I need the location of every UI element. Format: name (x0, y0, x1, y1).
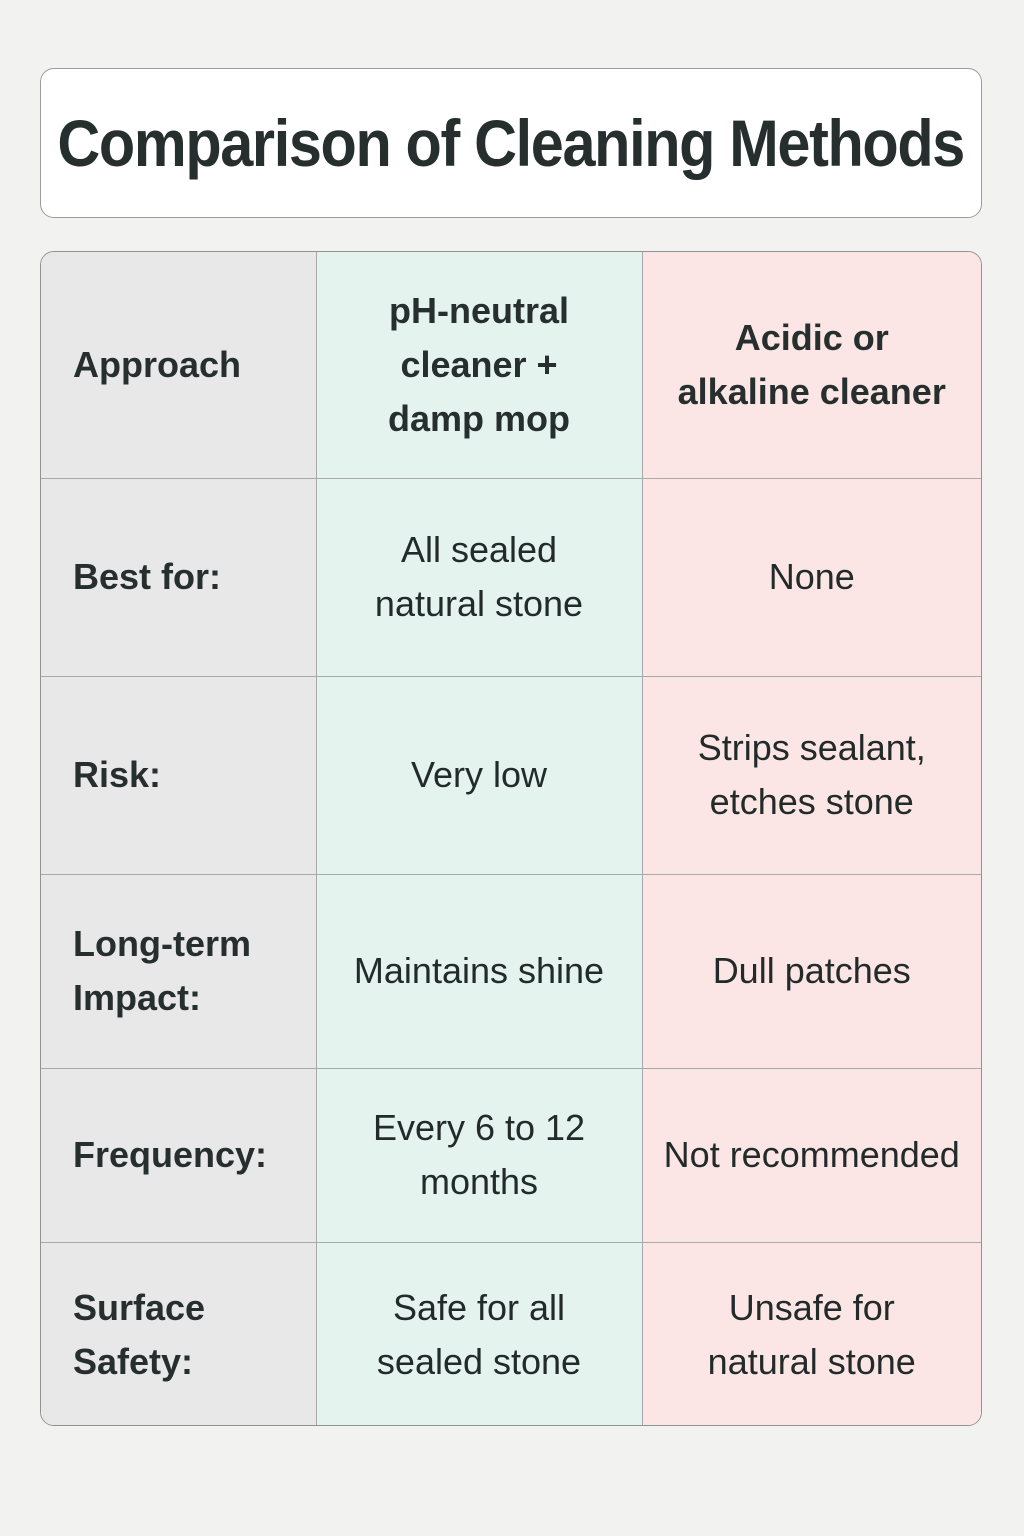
row-label-cell: Frequency: (41, 1068, 317, 1243)
table-row: Frequency: Every 6 to 12 months Not reco… (41, 1068, 981, 1243)
option-a-value: Safe for all sealed stone (376, 1286, 582, 1382)
row-label: Frequency: (73, 1134, 268, 1175)
title-card: Comparison of Cleaning Methods (40, 68, 982, 218)
table-row: Surface Safety: Safe for all sealed ston… (41, 1242, 981, 1425)
option-a-cell: All sealed natural stone (316, 478, 643, 677)
option-a-value: Very low (410, 754, 548, 795)
row-label: Best for: (73, 556, 222, 597)
option-b-cell: Not recommended (642, 1068, 981, 1243)
row-label: Risk: (73, 754, 162, 795)
option-a-cell: Very low (316, 676, 643, 875)
option-b-value: Strips sealant, etches stone (697, 727, 926, 822)
option-a-value: All sealed natural stone (374, 529, 584, 624)
table-row: Best for: All sealed natural stone None (41, 478, 981, 677)
row-label-cell: Risk: (41, 676, 317, 875)
table-row: Long-term Impact: Maintains shine Dull p… (41, 874, 981, 1069)
page-title: Comparison of Cleaning Methods (57, 106, 966, 180)
header-option-b: Acidic or alkaline cleaner (677, 316, 946, 412)
comparison-table: Approach pH-neutral cleaner + damp mop A… (40, 251, 982, 1426)
option-b-cell: Unsafe for natural stone (642, 1242, 981, 1425)
table-row: Risk: Very low Strips sealant, etches st… (41, 676, 981, 875)
option-b-value: None (768, 556, 855, 597)
header-option-b-cell: Acidic or alkaline cleaner (642, 252, 981, 479)
option-a-value: Maintains shine (353, 950, 605, 991)
option-b-value: Dull patches (712, 950, 911, 991)
option-b-cell: Dull patches (642, 874, 981, 1069)
row-label: Surface Safety: (73, 1286, 206, 1382)
option-a-value: Every 6 to 12 months (372, 1107, 586, 1202)
option-b-cell: Strips sealant, etches stone (642, 676, 981, 875)
row-label-cell: Best for: (41, 478, 317, 677)
option-a-cell: Every 6 to 12 months (316, 1068, 643, 1243)
option-b-value: Not recommended (663, 1134, 960, 1175)
row-label: Long-term Impact: (73, 923, 251, 1018)
table-header-row: Approach pH-neutral cleaner + damp mop A… (41, 252, 981, 479)
option-a-cell: Maintains shine (316, 874, 643, 1069)
option-a-cell: Safe for all sealed stone (316, 1242, 643, 1425)
comparison-grid: Approach pH-neutral cleaner + damp mop A… (41, 252, 981, 1425)
row-label-cell: Long-term Impact: (41, 874, 317, 1069)
header-option-a: pH-neutral cleaner + damp mop (387, 289, 570, 439)
row-label-cell: Surface Safety: (41, 1242, 317, 1425)
header-option-a-cell: pH-neutral cleaner + damp mop (316, 252, 643, 479)
option-b-cell: None (642, 478, 981, 677)
option-b-value: Unsafe for natural stone (707, 1286, 916, 1382)
header-label: Approach (73, 343, 242, 385)
header-label-cell: Approach (41, 252, 317, 479)
